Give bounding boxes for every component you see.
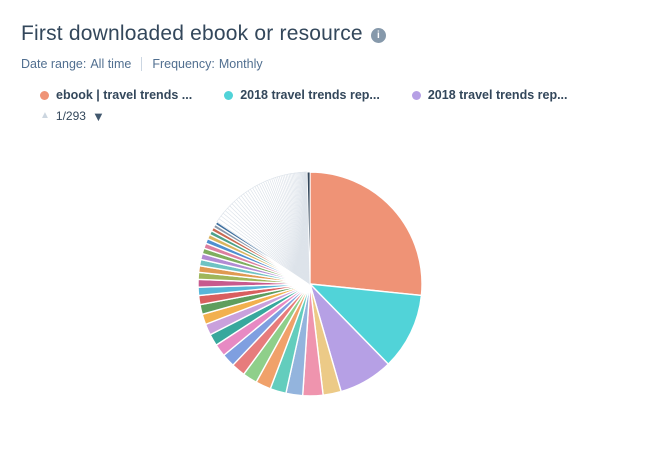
page-down-icon[interactable]: ▼ xyxy=(91,108,105,124)
pie-slice[interactable] xyxy=(308,283,423,366)
frequency-filter: Frequency: Monthly xyxy=(152,57,262,71)
legend-swatch-icon xyxy=(224,90,234,100)
frequency-label: Frequency: xyxy=(152,57,215,71)
page-up-icon[interactable]: ▲ xyxy=(40,110,50,121)
pie-slice[interactable] xyxy=(309,171,423,297)
legend-label: ebook | travel trends ... xyxy=(56,88,193,102)
legend-label: 2018 travel trends rep... xyxy=(240,88,380,102)
report-filters: Date range: All time Frequency: Monthly xyxy=(0,46,650,71)
pie-chart xyxy=(158,126,462,442)
pie-slice[interactable] xyxy=(306,171,311,285)
filter-divider xyxy=(141,57,143,71)
date-range-value: All time xyxy=(90,57,132,71)
legend-swatch-icon xyxy=(411,90,421,100)
date-range-filter: Date range: All time xyxy=(21,57,131,71)
chart-legend: ebook | travel trends ... 2018 travel tr… xyxy=(0,71,650,102)
page-indicator: 1/293 xyxy=(55,109,86,123)
legend-item[interactable]: ebook | travel trends ... xyxy=(40,88,192,102)
pie-chart-svg xyxy=(197,171,423,397)
legend-label: 2018 travel trends rep... xyxy=(427,88,568,102)
legend-item[interactable]: 2018 travel trends rep... xyxy=(411,88,568,102)
frequency-value: Monthly xyxy=(218,57,263,71)
legend-swatch-icon xyxy=(40,90,49,100)
date-range-label: Date range: xyxy=(21,57,87,71)
info-icon[interactable]: i xyxy=(370,28,386,43)
legend-item[interactable]: 2018 travel trends rep... xyxy=(224,88,380,102)
page-title: First downloaded ebook or resource xyxy=(21,22,363,45)
report-header: First downloaded ebook or resource i xyxy=(0,0,650,46)
legend-pagination: ▲ 1/293 ▼ xyxy=(0,102,650,123)
